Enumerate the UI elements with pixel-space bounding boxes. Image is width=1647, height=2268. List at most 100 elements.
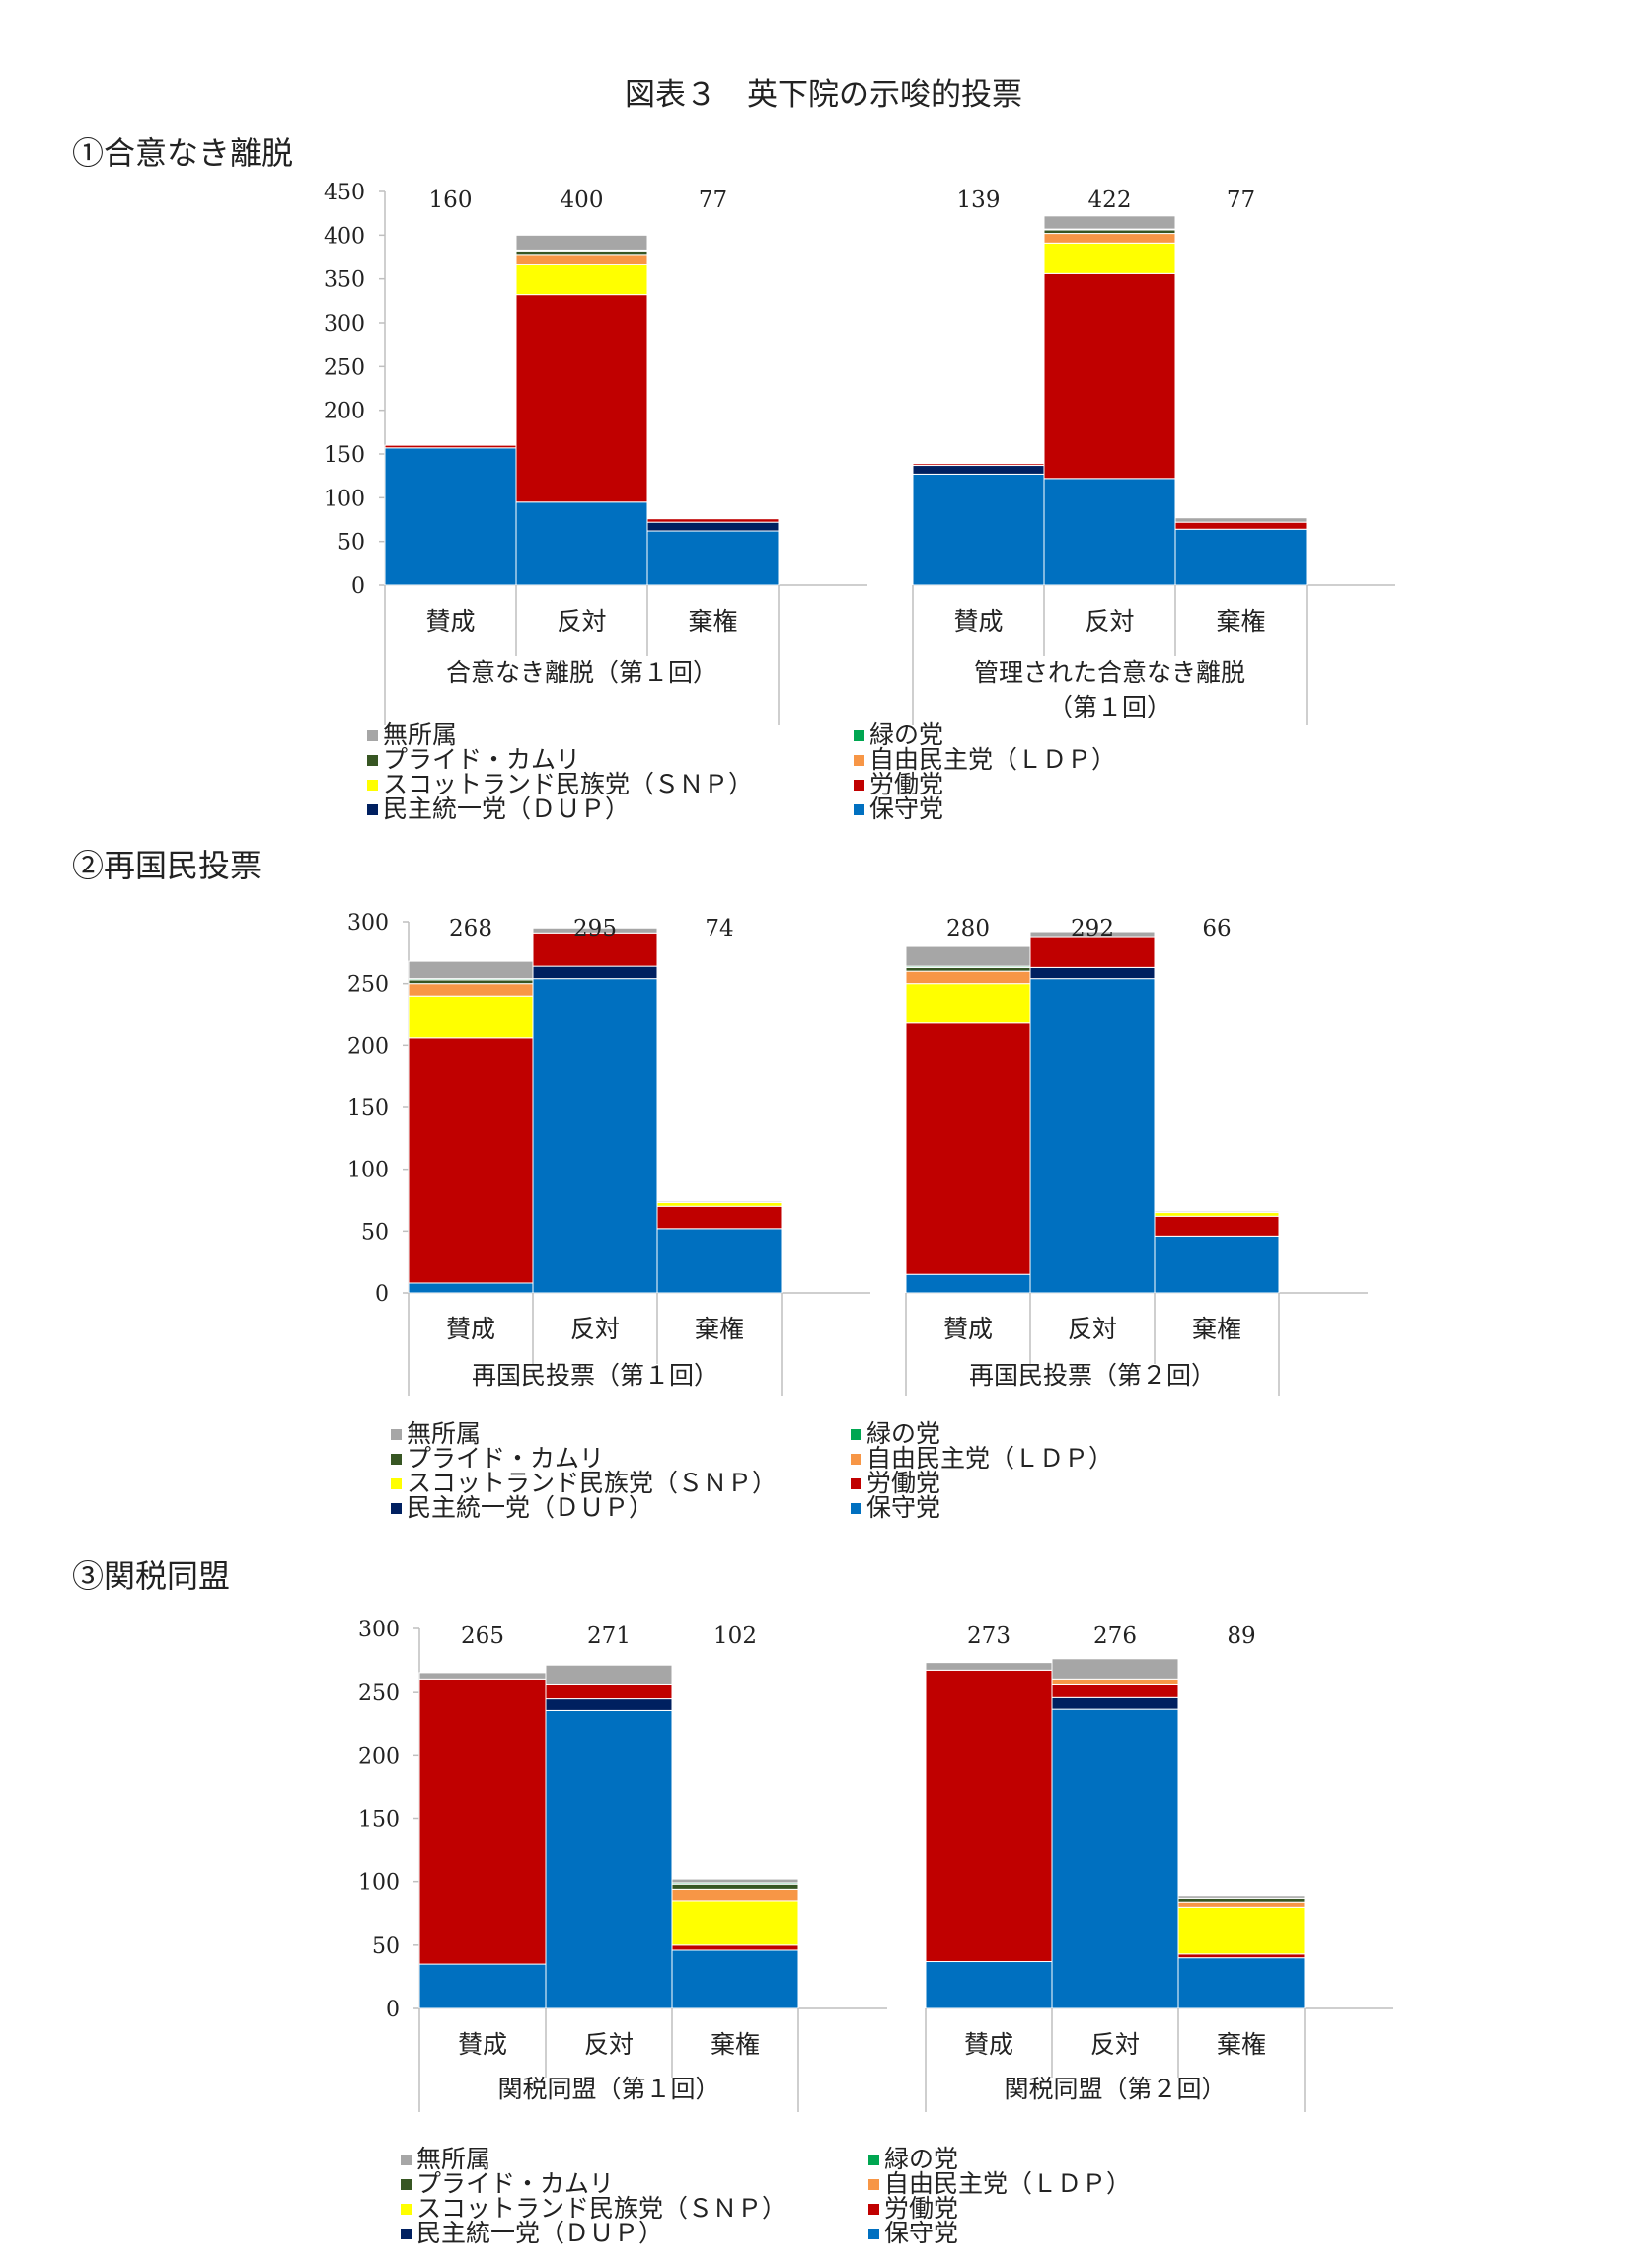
legend-item-snp: スコットランド民族党（ＳＮＰ） [401,2196,786,2221]
legend-label: 保守党 [869,794,944,823]
legend-swatch [851,1429,861,1440]
legend-label: 無所属 [407,1419,482,1448]
bar-total-label: 295 [573,916,617,942]
x-category-label: 賛成 [425,607,475,636]
legend-swatch [367,730,378,741]
group-label: 管理された合意なき離脱 [974,658,1245,687]
legend-item-conservative: 保守党 [868,2221,958,2245]
bar-segment-independent [646,517,780,520]
legend-label: 労働党 [866,1469,941,1497]
bar-segment-independent [1177,1895,1306,1899]
y-tick-label: 0 [351,574,365,599]
bar-total-label: 66 [1202,916,1231,942]
bar-total-label: 422 [1088,188,1132,213]
bar-segment-conservative [1174,528,1308,586]
bar-segment-plaid [1177,1897,1306,1903]
bar-total-label: 400 [561,188,604,213]
legend-item-dup: 民主統一党（ＤＵＰ） [367,796,630,821]
legend-swatch [868,2229,879,2239]
bar-total-label: 139 [957,188,1001,213]
bar-segment-labour [905,1022,1031,1275]
legend-swatch [868,2155,879,2165]
bar-segment-ldp [1051,1678,1179,1685]
y-tick-label: 50 [372,1934,400,1959]
y-tick-label: 200 [358,1744,400,1769]
legend-item-independent: 無所属 [391,1421,481,1446]
legend-swatch [854,780,864,791]
group-label: 関税同盟（第１回） [497,2075,719,2103]
y-tick-label: 200 [347,1034,389,1059]
legend-label: 自由民主党（ＬＤＰ） [884,2169,1132,2198]
legend-label: 無所属 [416,2145,491,2173]
bar-segment-labour [418,1678,547,1965]
legend-swatch [401,2229,412,2239]
bar-segment-conservative [418,1963,547,2009]
bar-segment-independent [418,1672,547,1680]
y-tick-label: 250 [324,355,365,380]
bar-total-label: 276 [1093,1624,1137,1649]
bar-total-label: 271 [587,1624,631,1649]
group-label: （第１回） [1048,693,1171,721]
legend-swatch [391,1429,402,1440]
legend-item-labour: 労働党 [854,772,943,796]
y-tick-label: 300 [358,1618,400,1642]
bar-segment-labour [1177,1953,1306,1959]
figure-title: 図表３ 英下院の示唆的投票 [625,77,1022,113]
bar-total-label: 160 [429,188,473,213]
bar-total-label: 268 [449,916,492,942]
x-category-label: 反対 [557,607,606,636]
bar-total-label: 280 [946,916,990,942]
x-category-label: 反対 [584,2030,634,2059]
legend-label: 自由民主党（ＬＤＰ） [866,1444,1114,1473]
bar-segment-independent [532,927,658,934]
bar-segment-independent [1043,215,1176,230]
bar-segment-labour [515,294,648,503]
group-label: 再国民投票（第１回） [472,1361,718,1390]
legend-swatch [851,1503,861,1514]
legend-label: 保守党 [884,2219,959,2247]
bar-segment-labour [1029,936,1156,968]
bar-segment-independent [1029,931,1156,938]
bar-segment-conservative [1154,1235,1280,1294]
y-tick-label: 250 [358,1681,400,1705]
legend-label: 民主統一党（ＤＵＰ） [383,794,631,823]
legend-item-green: 緑の党 [854,722,943,747]
bar-segment-conservative [532,978,658,1294]
x-category-label: 賛成 [943,1315,993,1343]
legend-item-conservative: 保守党 [851,1495,940,1520]
bar-segment-labour [671,1944,799,1951]
bar-segment-ldp [671,1888,799,1902]
bar-segment-conservative [646,530,780,586]
y-tick-label: 100 [324,487,365,511]
x-category-label: 反対 [1085,607,1134,636]
bar-segment-conservative [656,1228,783,1294]
bar-segment-independent [656,1200,783,1204]
legend-swatch [367,780,378,791]
legend-label: 緑の党 [884,2145,959,2173]
legend-swatch [391,1478,402,1489]
legend-item-green: 緑の党 [851,1421,940,1446]
bar-segment-labour [1051,1683,1179,1698]
legend-item-green: 緑の党 [868,2147,958,2171]
legend-item-snp: スコットランド民族党（ＳＮＰ） [367,772,753,796]
bar-total-label: 265 [461,1624,504,1649]
legend-label: プライド・カムリ [407,1444,605,1473]
legend-item-dup: 民主統一党（ＤＵＰ） [391,1495,653,1520]
legend-label: プライド・カムリ [383,745,581,774]
legend-swatch [868,2204,879,2215]
legend-swatch [851,1454,861,1465]
bar-segment-conservative [1029,978,1156,1294]
y-tick-label: 450 [324,181,365,205]
bar-total-label: 77 [1227,188,1255,213]
group-label: 合意なき離脱（第１回） [446,658,717,687]
x-category-label: 賛成 [964,2030,1013,2059]
bar-segment-independent [671,1878,799,1884]
bar-segment-ldp [1177,1901,1306,1908]
legend-label: 民主統一党（ＤＵＰ） [407,1493,654,1522]
bar-segment-snp [1177,1906,1306,1955]
section-title-no-deal: ①合意なき離脱 [72,134,294,172]
legend-item-snp: スコットランド民族党（ＳＮＰ） [391,1471,777,1495]
bar-segment-conservative [925,1961,1053,2009]
legend-label: プライド・カムリ [416,2169,615,2198]
